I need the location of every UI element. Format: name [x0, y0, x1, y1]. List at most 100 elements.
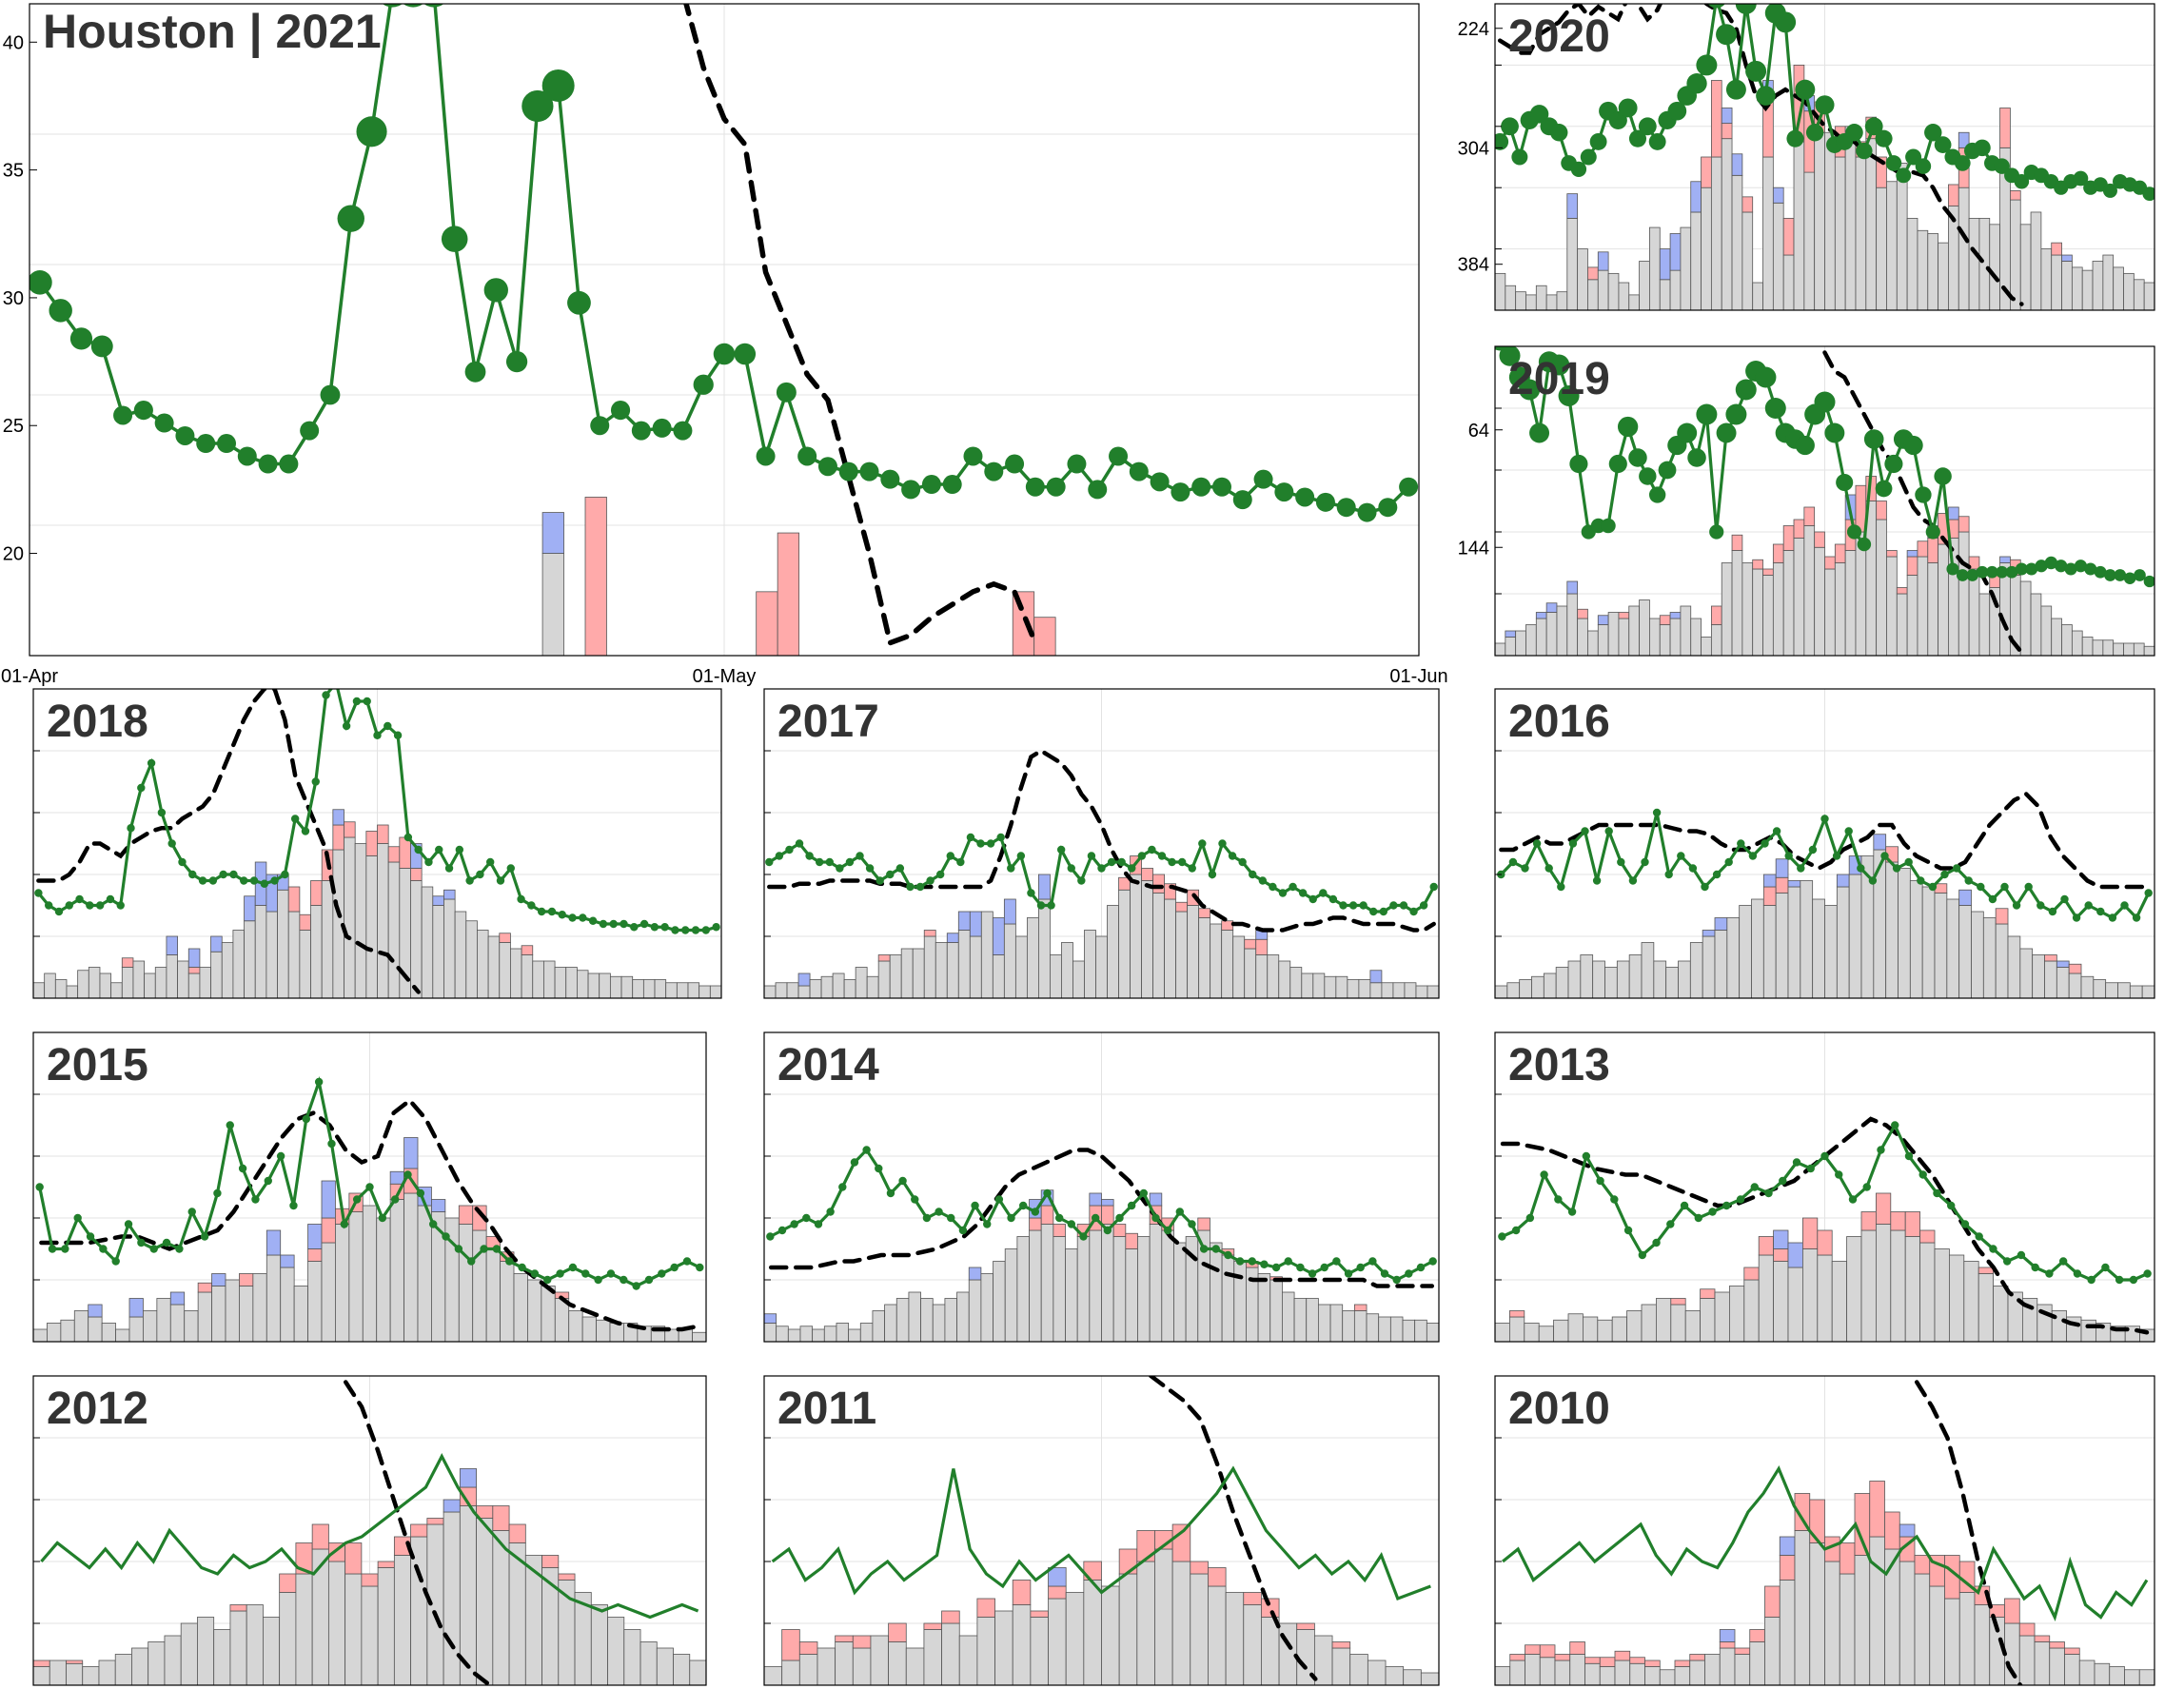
- green-marker: [403, 4, 423, 8]
- bar-red: [1782, 525, 1795, 551]
- bar-base: [1958, 531, 1970, 656]
- green-marker: [1079, 1232, 1088, 1241]
- bar-red: [2051, 242, 2062, 256]
- bar-base: [1824, 905, 1838, 998]
- bar-red: [1948, 184, 1959, 206]
- bar-base: [1580, 954, 1594, 998]
- bar-red: [1614, 1650, 1631, 1661]
- bar-base: [1993, 1286, 2009, 1342]
- bar-red: [2010, 190, 2021, 201]
- green-marker: [734, 343, 757, 365]
- green-marker: [1862, 1183, 1871, 1191]
- bar-base: [1689, 942, 1703, 998]
- green-marker: [579, 913, 587, 922]
- green-marker: [1628, 448, 1647, 467]
- bar-base: [781, 1660, 800, 1685]
- bar-base: [1958, 905, 1972, 998]
- green-marker: [1548, 354, 1570, 376]
- bar-base: [1884, 1548, 1900, 1685]
- green-marker: [1253, 469, 1273, 489]
- green-marker: [1558, 385, 1580, 406]
- bar-red: [1934, 883, 1948, 894]
- green-marker: [1924, 124, 1942, 142]
- green-marker: [1067, 864, 1075, 873]
- bar-base: [1221, 1254, 1235, 1342]
- green-marker: [124, 1220, 133, 1228]
- green-marker: [1284, 1257, 1292, 1266]
- plot-frame: [763, 1375, 1440, 1686]
- green-marker: [1129, 462, 1149, 481]
- bar-base: [1152, 893, 1165, 998]
- bar-base: [1525, 294, 1537, 310]
- green-marker: [455, 845, 464, 854]
- bar-base: [1917, 556, 1929, 656]
- bar-base: [1721, 562, 1733, 656]
- green-marker: [1077, 876, 1086, 885]
- bar-red: [328, 1003, 349, 1006]
- bar-base: [1710, 156, 1722, 310]
- green-marker: [137, 1238, 146, 1247]
- green-marker: [384, 721, 392, 731]
- bar-base: [799, 1326, 814, 1342]
- bar-base: [656, 1647, 674, 1685]
- bar-base: [1426, 985, 1439, 998]
- bar-base: [1525, 1654, 1541, 1685]
- green-marker: [188, 870, 197, 879]
- bar-base: [2056, 967, 2070, 998]
- bar-base: [1016, 1236, 1030, 1342]
- green-marker: [175, 1245, 184, 1253]
- green-marker: [876, 876, 884, 885]
- bar-base: [1101, 1224, 1114, 1342]
- green-marker: [1249, 870, 1257, 879]
- bar-base: [1886, 181, 1898, 310]
- green-marker: [416, 1188, 425, 1198]
- green-marker: [1163, 1226, 1172, 1235]
- bar-base: [1347, 979, 1360, 998]
- green-marker: [270, 876, 279, 885]
- bar-base: [1076, 1236, 1091, 1342]
- bar-base: [1782, 254, 1795, 310]
- green-marker: [1511, 148, 1528, 166]
- bar-base: [1714, 1291, 1730, 1342]
- bar-base: [49, 1660, 67, 1685]
- bar-base: [1946, 898, 1960, 998]
- green-marker: [594, 1275, 602, 1285]
- bar-red: [1999, 108, 2011, 148]
- bar-base: [166, 954, 178, 998]
- bar-blue: [1101, 1199, 1114, 1207]
- green-marker: [340, 1220, 349, 1228]
- green-marker: [701, 926, 711, 934]
- green-marker: [424, 857, 433, 867]
- bar-base: [1072, 960, 1085, 998]
- bar-base: [187, 972, 201, 998]
- bar-red: [1817, 1229, 1833, 1256]
- bar-red: [1701, 156, 1712, 188]
- green-marker: [1652, 808, 1662, 817]
- bar-red: [1136, 1530, 1155, 1562]
- bar-base: [321, 880, 334, 998]
- green-marker: [1115, 1213, 1124, 1223]
- green-marker: [1031, 1208, 1040, 1216]
- green-marker: [1379, 907, 1387, 916]
- green-marker: [691, 926, 700, 934]
- green-marker: [2108, 913, 2117, 922]
- bar-base: [1968, 568, 1980, 656]
- green-marker: [2114, 569, 2127, 581]
- bar-base: [1505, 637, 1517, 656]
- green-marker: [352, 697, 362, 706]
- bar-base: [1282, 1291, 1295, 1342]
- plot-frame: [32, 1031, 707, 1343]
- bar-red: [1584, 1657, 1601, 1664]
- green-marker: [1737, 839, 1745, 848]
- bar-base: [169, 1304, 186, 1342]
- bar-base: [1267, 954, 1280, 998]
- bar-base: [1649, 226, 1661, 310]
- bar-red: [1525, 1644, 1541, 1655]
- green-marker: [1235, 1257, 1245, 1266]
- bar-base: [1653, 960, 1667, 998]
- green-marker: [1795, 435, 1815, 456]
- bar-red: [888, 1622, 907, 1642]
- green-marker: [1298, 889, 1308, 897]
- bar-red: [332, 824, 344, 851]
- bar-base: [521, 954, 534, 998]
